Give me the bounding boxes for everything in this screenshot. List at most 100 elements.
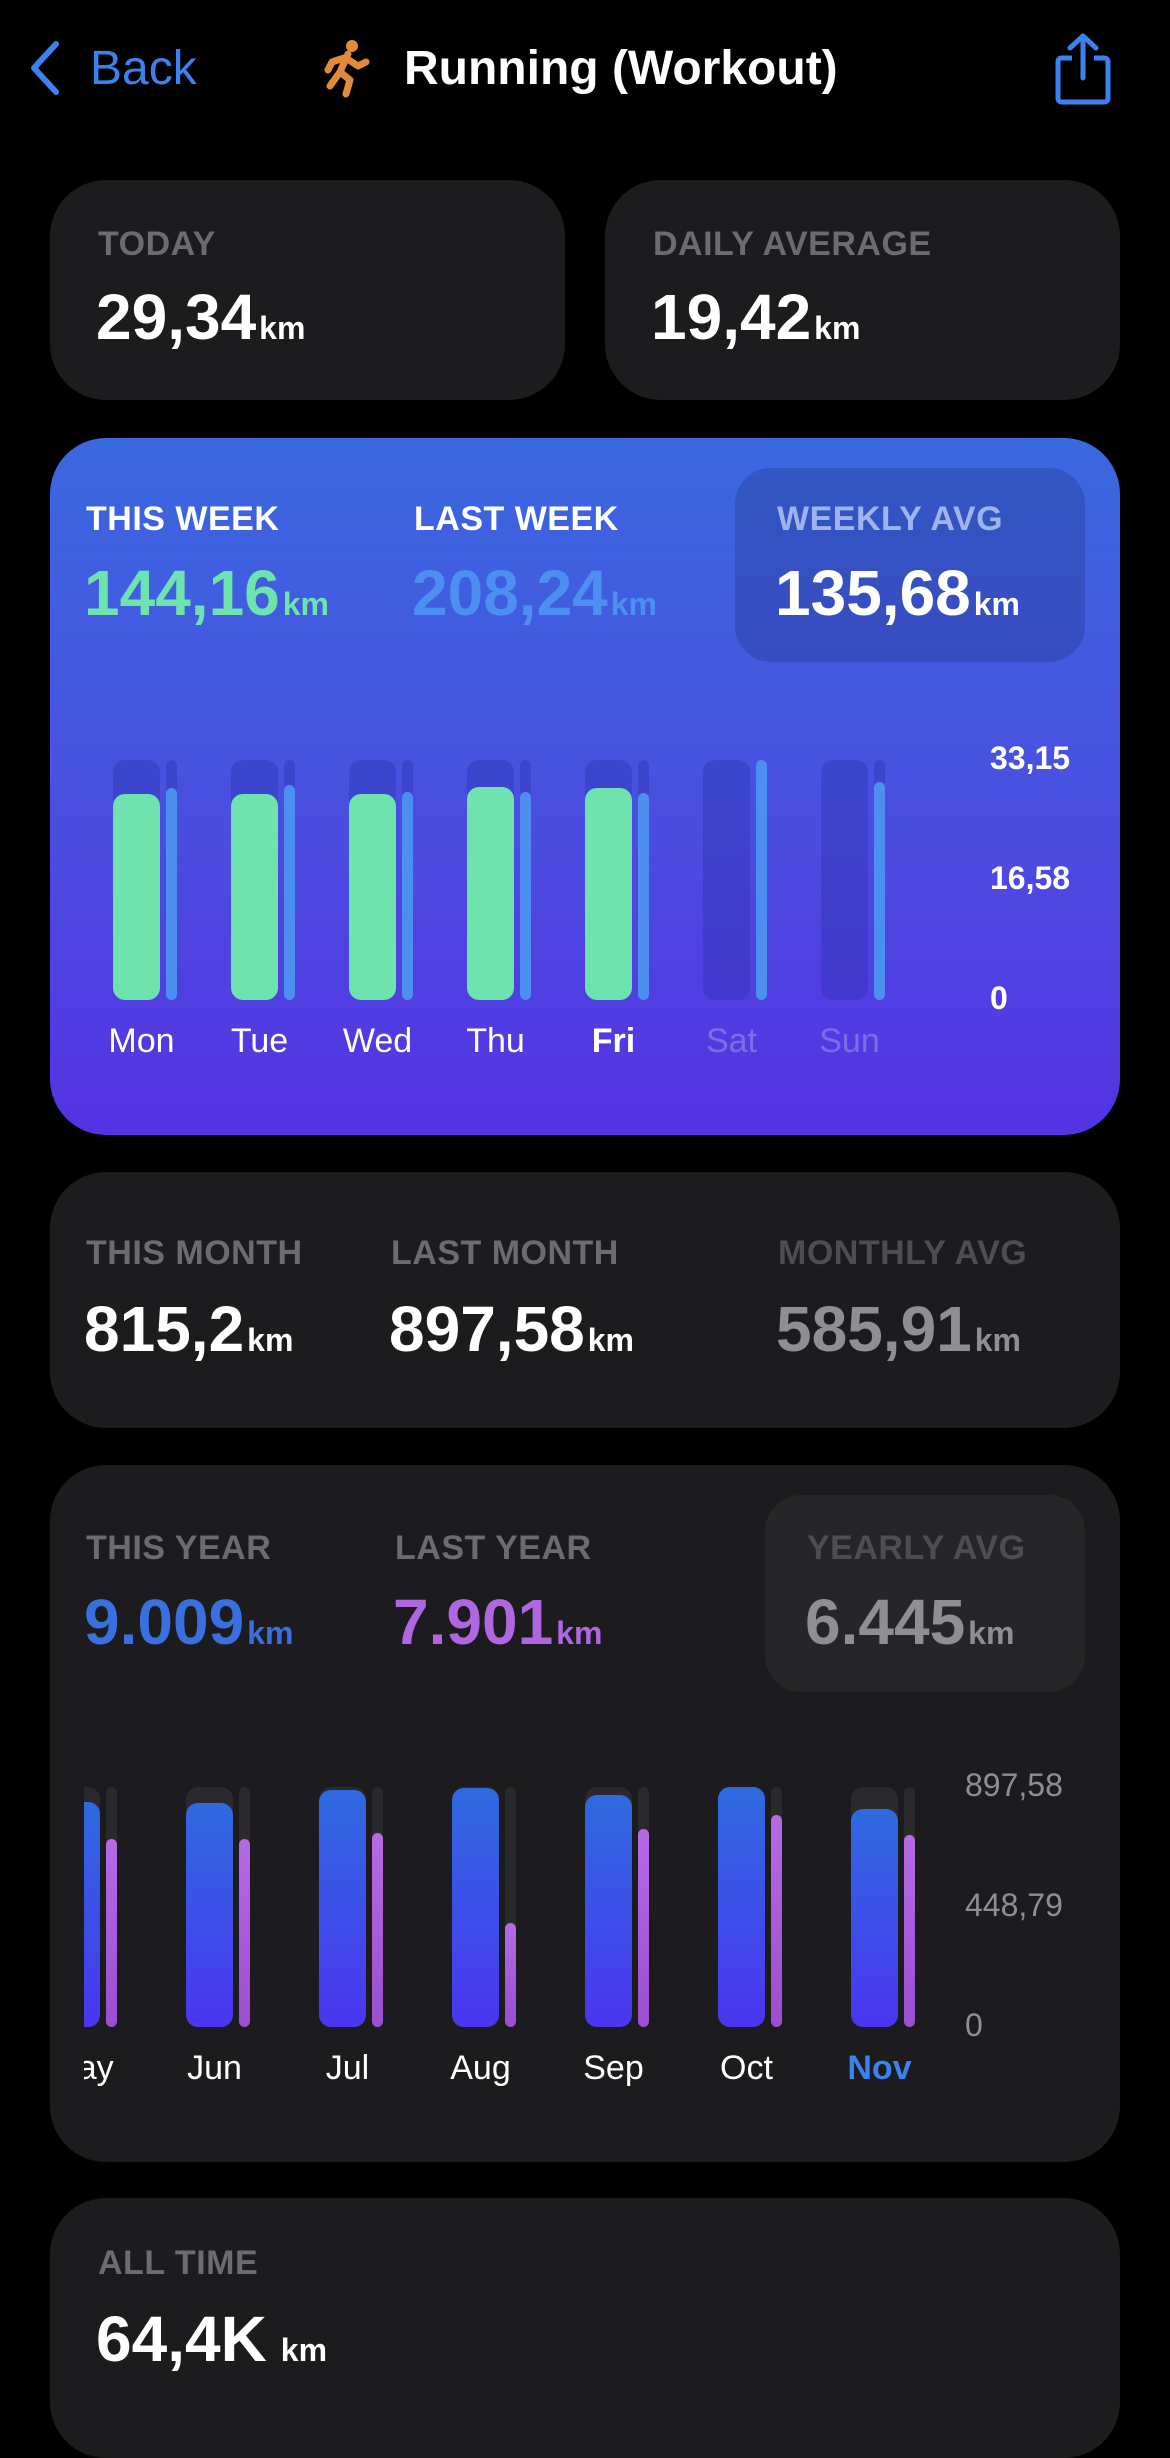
week-card: THIS WEEK 144,16km LAST WEEK 208,24km WE…: [50, 438, 1120, 1135]
unit: km: [973, 586, 1020, 622]
bar-track: [821, 760, 868, 1000]
unit: km: [282, 586, 329, 622]
y-tick-label: 448,79: [965, 1887, 1063, 1923]
bar-previous: [904, 1835, 915, 2027]
bar-current: [186, 1802, 233, 2027]
this-month-value: 815,2km: [84, 1292, 293, 1366]
last-month-value: 897,58km: [389, 1292, 634, 1366]
yearly-avg-box: [765, 1495, 1085, 1692]
bar-previous: [520, 792, 531, 1000]
bar-current: [467, 787, 514, 1000]
last-week-value: 208,24km: [412, 556, 657, 630]
share-icon[interactable]: [1052, 32, 1114, 106]
x-label: Fri: [591, 1022, 636, 1060]
bar-previous: [638, 792, 649, 1000]
daily-average-card: DAILY AVERAGE 19,42km: [605, 180, 1120, 400]
x-label: Oct: [720, 2049, 773, 2087]
last-year-value: 7.901km: [393, 1585, 602, 1659]
running-figure-icon: [324, 40, 370, 98]
bar-current: [349, 793, 396, 1000]
bar-previous: [638, 1828, 649, 2027]
last-year-label: LAST YEAR: [395, 1529, 592, 1567]
page-title: Running (Workout): [318, 36, 838, 100]
value-number: 19,42: [651, 281, 812, 353]
x-label: Jul: [325, 2049, 370, 2087]
value-number: 9.009: [84, 1586, 245, 1658]
title-text: Running (Workout): [404, 41, 838, 95]
bar-previous: [505, 1922, 516, 2027]
value-number: 208,24: [412, 557, 608, 629]
bar-current: [585, 1794, 632, 2027]
this-year-label: THIS YEAR: [86, 1529, 272, 1567]
value-number: 64,4K: [96, 2303, 267, 2375]
value-number: 815,2: [84, 1293, 245, 1365]
y-tick-label: 16,58: [990, 860, 1071, 896]
value-number: 6.445: [805, 1586, 966, 1658]
bar-current: [718, 1787, 765, 2027]
bar-previous: [756, 760, 767, 1000]
unit: km: [247, 1615, 294, 1651]
yearly-avg-value: 6.445km: [805, 1585, 1014, 1659]
bar-current: [452, 1787, 499, 2027]
unit: km: [280, 2332, 328, 2368]
bar-previous: [106, 1839, 117, 2027]
x-label: Thu: [466, 1022, 525, 1060]
monthly-avg-label: MONTHLY AVG: [778, 1234, 1028, 1272]
y-tick-label: 33,15: [990, 740, 1071, 776]
x-label: Jun: [187, 2049, 242, 2087]
unit: km: [610, 586, 657, 622]
year-chart[interactable]: May Jun Jul Aug Sep Oct Nov 897,58 448,79 0: [84, 1465, 1120, 2162]
unit: km: [247, 1322, 294, 1358]
unit: km: [587, 1322, 634, 1358]
x-label: Sep: [583, 2049, 644, 2087]
bar-current: [84, 1802, 100, 2027]
x-label: Nov: [847, 2049, 912, 2087]
bar-previous: [402, 792, 413, 1000]
value-number: 7.901: [393, 1586, 554, 1658]
last-month-label: LAST MONTH: [391, 1234, 619, 1272]
bar-current: [319, 1790, 366, 2027]
weekly-avg-box: [735, 468, 1085, 662]
today-label: TODAY: [98, 225, 216, 263]
x-label: May: [84, 2049, 114, 2087]
value-number: 585,91: [776, 1293, 972, 1365]
unit: km: [814, 310, 861, 346]
this-week-value: 144,16km: [84, 556, 329, 630]
bar-current: [851, 1809, 898, 2027]
x-label: Tue: [230, 1022, 289, 1060]
value-number: 144,16: [84, 557, 280, 629]
bar-previous: [239, 1839, 250, 2027]
x-label: Wed: [342, 1022, 413, 1060]
back-label: Back: [90, 41, 197, 95]
weekly-avg-value: 135,68km: [775, 556, 1020, 630]
x-label: Aug: [450, 2049, 511, 2087]
unit: km: [974, 1322, 1021, 1358]
back-button[interactable]: Back: [24, 36, 197, 100]
month-card: THIS MONTH 815,2km LAST MONTH 897,58km M…: [50, 1172, 1120, 1428]
all-time-label: ALL TIME: [98, 2244, 259, 2282]
value-number: 897,58: [389, 1293, 585, 1365]
this-week-label: THIS WEEK: [86, 500, 280, 538]
daily-average-value: 19,42km: [651, 280, 860, 354]
x-label: Mon: [108, 1022, 175, 1060]
all-time-card: ALL TIME 64,4K km: [50, 2198, 1120, 2458]
unit: km: [556, 1615, 603, 1651]
y-tick-label: 0: [990, 980, 1008, 1016]
chevron-left-icon: [31, 41, 59, 95]
bar-current: [231, 793, 278, 1000]
y-tick-label: 897,58: [965, 1767, 1063, 1803]
bar-previous: [874, 782, 885, 1000]
y-tick-label: 0: [965, 2007, 983, 2043]
weekly-avg-label: WEEKLY AVG: [777, 500, 1004, 538]
this-month-label: THIS MONTH: [86, 1234, 303, 1272]
bar-previous: [166, 787, 177, 1000]
yearly-avg-label: YEARLY AVG: [807, 1529, 1026, 1567]
year-card: THIS YEAR 9.009km LAST YEAR 7.901km YEAR…: [50, 1465, 1120, 2162]
last-week-label: LAST WEEK: [414, 500, 619, 538]
unit: km: [968, 1615, 1015, 1651]
this-year-value: 9.009km: [84, 1585, 293, 1659]
thin-track: [505, 1787, 516, 2027]
bar-current: [585, 787, 632, 1000]
today-value: 29,34km: [96, 280, 305, 354]
bar-track: [703, 760, 750, 1000]
